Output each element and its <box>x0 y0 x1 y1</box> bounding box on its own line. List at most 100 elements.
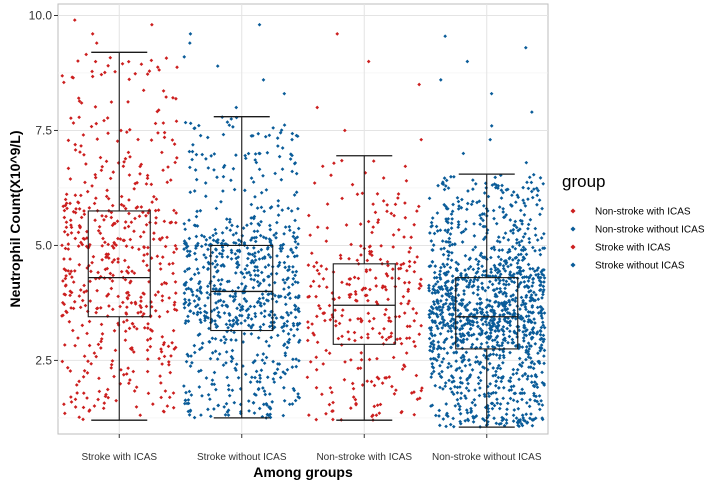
data-point <box>371 413 375 418</box>
data-point <box>157 314 162 319</box>
data-point <box>192 223 197 228</box>
data-point <box>266 252 271 257</box>
data-point <box>464 386 469 390</box>
data-point <box>288 157 293 161</box>
data-point <box>145 357 150 361</box>
data-point <box>506 238 511 242</box>
data-point <box>438 363 442 368</box>
data-point <box>262 389 267 393</box>
data-point <box>106 256 111 260</box>
data-point <box>436 290 441 295</box>
data-point <box>252 268 257 273</box>
data-point <box>367 319 372 324</box>
data-point <box>399 341 404 346</box>
data-point <box>173 345 178 350</box>
data-point <box>282 398 287 403</box>
data-point <box>159 395 164 400</box>
data-point <box>261 322 266 327</box>
x-tick-label: Stroke without ICAS <box>197 452 287 463</box>
data-point <box>250 252 255 257</box>
data-point <box>263 309 267 313</box>
outlier-point <box>261 78 266 82</box>
data-point <box>274 271 279 276</box>
data-point <box>158 261 163 266</box>
data-point <box>142 325 147 330</box>
data-point <box>289 311 293 315</box>
data-point <box>271 359 275 364</box>
data-point <box>145 173 150 178</box>
data-point <box>325 202 330 206</box>
data-point <box>240 271 245 276</box>
data-point <box>242 331 247 336</box>
data-point <box>400 367 405 371</box>
data-point <box>274 235 278 240</box>
data-point <box>198 208 203 213</box>
data-point <box>214 239 219 244</box>
data-point <box>184 287 189 292</box>
data-point <box>94 121 99 126</box>
data-point <box>198 306 202 311</box>
data-point <box>538 407 542 412</box>
data-point <box>220 303 225 308</box>
data-point <box>199 413 203 417</box>
data-point <box>98 231 103 236</box>
data-point <box>156 208 161 212</box>
data-point <box>414 311 419 316</box>
data-point <box>144 182 149 186</box>
data-point <box>264 339 269 344</box>
data-point <box>243 188 247 193</box>
data-point <box>521 245 526 250</box>
data-point <box>227 311 232 316</box>
data-point <box>139 62 144 67</box>
data-point <box>261 352 266 356</box>
data-point <box>268 223 272 228</box>
data-point <box>93 105 98 109</box>
data-point <box>233 292 238 296</box>
data-point <box>333 308 337 313</box>
data-point <box>486 194 491 199</box>
data-point <box>207 326 211 331</box>
data-point <box>456 402 461 406</box>
data-point <box>411 307 415 311</box>
data-point <box>430 259 435 264</box>
data-point <box>384 375 389 380</box>
data-point <box>93 175 98 180</box>
data-point <box>236 285 241 290</box>
data-point <box>538 212 542 217</box>
data-point <box>376 218 381 222</box>
data-point <box>287 224 292 229</box>
data-point <box>232 240 236 245</box>
data-point <box>77 115 81 120</box>
data-point <box>108 55 113 60</box>
data-point <box>281 278 286 282</box>
data-point <box>185 401 189 406</box>
data-point <box>270 400 275 404</box>
data-point <box>231 125 235 129</box>
data-point <box>104 159 109 164</box>
data-point <box>309 251 314 256</box>
data-point <box>414 373 419 378</box>
data-point <box>503 338 508 343</box>
data-point <box>104 252 109 257</box>
outlier-point <box>188 32 193 36</box>
data-point <box>234 315 238 320</box>
data-point <box>167 262 172 266</box>
data-point <box>269 335 274 340</box>
data-point <box>123 206 128 211</box>
data-point <box>308 233 313 237</box>
data-point <box>452 174 456 179</box>
data-point <box>133 71 138 76</box>
data-point <box>231 294 235 299</box>
data-point <box>192 343 197 348</box>
data-point <box>359 335 364 340</box>
data-point <box>116 257 120 261</box>
data-point <box>232 330 236 335</box>
data-point <box>419 323 423 328</box>
data-point <box>171 261 175 266</box>
data-point <box>144 222 149 227</box>
data-point <box>191 293 195 297</box>
data-point <box>100 213 104 218</box>
data-point <box>532 290 536 295</box>
data-point <box>262 256 267 260</box>
data-point <box>160 282 164 287</box>
